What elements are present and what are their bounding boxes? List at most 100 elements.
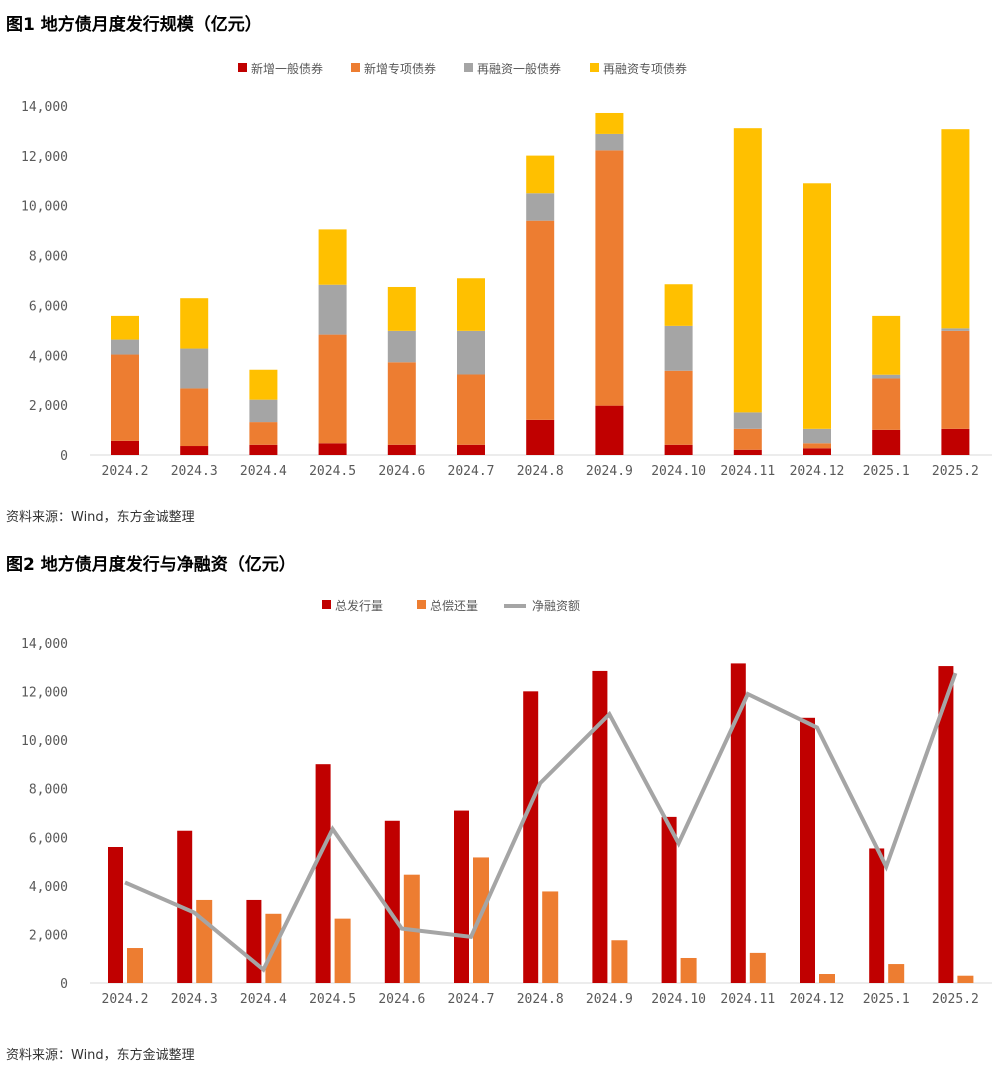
bar-segment — [941, 330, 970, 429]
legend-label: 净融资额 — [532, 599, 580, 613]
legend-swatch — [590, 63, 599, 72]
x-tick-label: 2024.3 — [171, 992, 218, 1007]
repayment-bar — [542, 891, 559, 983]
bar-segment — [872, 378, 901, 430]
bar-segment — [526, 419, 555, 455]
bar-segment — [111, 354, 139, 441]
x-tick-label: 2024.6 — [378, 464, 425, 479]
issuance-bar — [246, 899, 262, 983]
y-tick-label: 4,000 — [29, 880, 68, 895]
x-tick-label: 2025.1 — [863, 464, 910, 479]
repayment-bar — [127, 948, 143, 983]
bar-segment — [111, 315, 139, 340]
x-tick-label: 2025.1 — [863, 992, 910, 1007]
bar-segment — [111, 339, 139, 355]
x-tick-label: 2024.7 — [448, 464, 495, 479]
legend-label: 再融资专项债券 — [603, 61, 687, 76]
bar-segment — [733, 428, 762, 450]
chart2-source: 资料来源：Wind，东方金诚整理 — [6, 1048, 195, 1063]
issuance-bar — [384, 820, 400, 983]
y-tick-label: 12,000 — [21, 150, 68, 165]
bar-segment — [249, 422, 278, 445]
bar-segment — [457, 444, 485, 455]
bar-segment — [803, 443, 831, 449]
bar-segment — [733, 128, 762, 413]
repayment-bar — [334, 918, 351, 983]
bar-segment — [595, 150, 624, 406]
bar-segment — [526, 155, 555, 194]
issuance-bar — [800, 717, 815, 983]
y-tick-label: 6,000 — [29, 831, 68, 846]
issuance-bar — [454, 810, 469, 983]
y-tick-label: 0 — [60, 449, 68, 464]
repayment-bar — [819, 974, 835, 983]
bar-segment — [180, 446, 209, 455]
x-tick-label: 2024.3 — [171, 464, 218, 479]
y-tick-label: 12,000 — [21, 686, 68, 701]
x-tick-label: 2024.10 — [651, 464, 706, 479]
y-tick-label: 2,000 — [29, 399, 68, 414]
issuance-bar — [938, 666, 954, 983]
bar-segment — [526, 220, 555, 420]
legend-label: 再融资一般债券 — [477, 61, 561, 76]
bar-segment — [595, 112, 624, 134]
bar-segment — [941, 428, 970, 455]
x-tick-label: 2024.4 — [240, 992, 287, 1007]
y-tick-label: 8,000 — [29, 783, 68, 798]
bar-segment — [803, 428, 831, 444]
bar-segment — [457, 278, 485, 331]
repayment-bar — [473, 857, 489, 983]
legend-swatch — [238, 63, 247, 72]
chart1: 新增一般债券 新增专项债券 再融资一般债券 再融资专项债券 0 2,000 4,000 6,0… — [21, 61, 992, 479]
bar-segment — [595, 133, 624, 151]
bar-segment — [457, 374, 485, 445]
issuance-bar — [108, 847, 123, 983]
x-tick-label: 2024.2 — [102, 464, 149, 479]
y-tick-label: 6,000 — [29, 299, 68, 314]
bar-segment — [526, 193, 555, 221]
bar-segment — [180, 348, 209, 389]
issuance-bar — [523, 691, 539, 983]
x-tick-label: 2025.2 — [932, 464, 979, 479]
repayment-bar — [888, 964, 905, 983]
issuance-bar — [661, 816, 677, 983]
legend-swatch — [351, 63, 360, 72]
repayment-bar — [749, 952, 766, 983]
bar-segment — [111, 440, 139, 455]
issuance-bar — [730, 663, 746, 983]
x-tick-label: 2024.2 — [102, 992, 149, 1007]
x-tick-label: 2024.7 — [448, 992, 495, 1007]
y-tick-label: 0 — [60, 977, 68, 992]
x-tick-label: 2024.9 — [586, 992, 633, 1007]
x-tick-label: 2024.9 — [586, 464, 633, 479]
legend-swatch — [322, 600, 331, 609]
legend-label: 新增专项债券 — [364, 61, 436, 76]
bar-segment — [180, 298, 209, 349]
legend-label: 新增一般债券 — [251, 61, 323, 76]
bar-segment — [664, 370, 693, 445]
x-tick-label: 2024.5 — [309, 464, 356, 479]
bar-segment — [318, 334, 347, 444]
bar-segment — [457, 330, 485, 375]
x-tick-label: 2024.11 — [720, 464, 775, 479]
bar-segment — [595, 405, 624, 455]
bar-segment — [872, 374, 901, 379]
x-tick-label: 2024.5 — [309, 992, 356, 1007]
x-tick-label: 2024.8 — [517, 464, 564, 479]
chart2: 总发行量 总偿还量 净融资额 0 2,000 4,000 6,000 8,000 10,000 1… — [21, 598, 992, 1007]
legend-label: 总发行量 — [335, 598, 383, 613]
bar-segment — [387, 444, 416, 455]
bar-segment — [664, 325, 693, 371]
y-tick-label: 10,000 — [21, 734, 68, 749]
issuance-bar — [592, 670, 608, 983]
y-tick-label: 14,000 — [21, 637, 68, 652]
legend-swatch — [464, 63, 473, 72]
y-tick-label: 10,000 — [21, 200, 68, 215]
repayment-bar — [196, 899, 213, 983]
legend-label: 总偿还量 — [430, 598, 478, 613]
chart2-title: 图2 地方债月度发行与净融资（亿元） — [6, 555, 296, 575]
bar-segment — [249, 444, 278, 455]
x-tick-label: 2024.8 — [517, 992, 564, 1007]
y-tick-label: 4,000 — [29, 349, 68, 364]
y-tick-label: 2,000 — [29, 928, 68, 943]
